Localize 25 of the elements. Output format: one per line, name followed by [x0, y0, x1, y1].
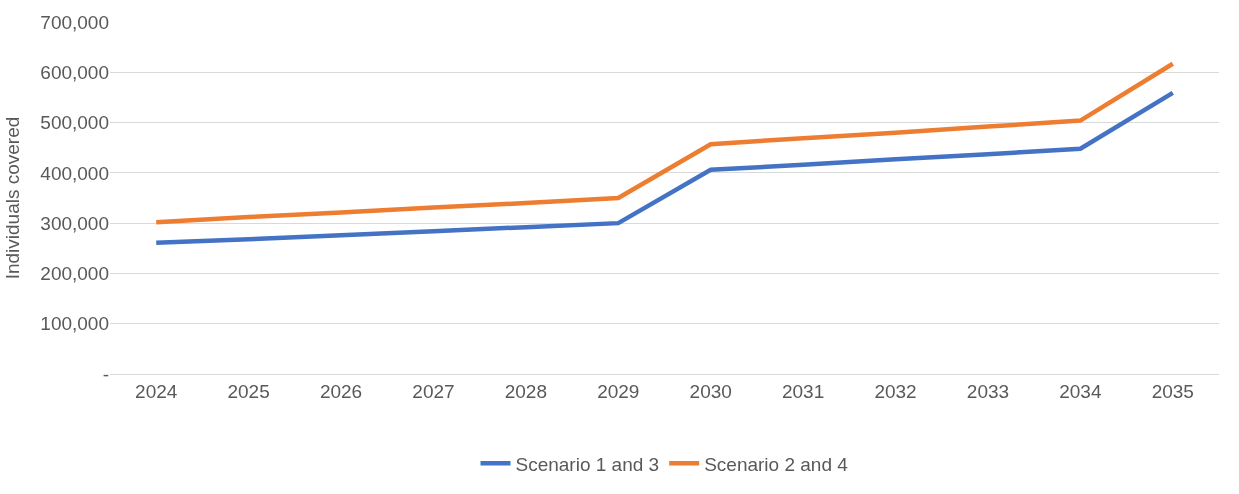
x-tick-label: 2026 — [319, 380, 363, 402]
legend-label: Scenario 1 and 3 — [515, 453, 660, 475]
x-tick-label: 2027 — [412, 380, 455, 402]
x-tick-label: 2031 — [781, 380, 825, 402]
legend-label: Scenario 2 and 4 — [704, 453, 849, 475]
line-series — [153, 61, 1176, 225]
y-tick-label: 700,000 — [40, 11, 109, 33]
y-tick-label: 400,000 — [40, 162, 109, 184]
x-tick-label: 2029 — [597, 380, 640, 402]
x-tick-label: 2035 — [1151, 380, 1194, 402]
x-tick-label: 2024 — [135, 380, 178, 402]
x-tick-label: 2033 — [966, 380, 1010, 402]
x-tick-label: 2028 — [504, 380, 548, 402]
y-tick-label: - — [102, 363, 109, 385]
x-tick-label: 2032 — [874, 380, 917, 402]
line-series — [153, 90, 1176, 245]
y-tick-label: 300,000 — [40, 212, 109, 234]
y-tick-label: 200,000 — [40, 263, 109, 285]
y-tick-label: 500,000 — [40, 112, 109, 134]
y-axis-title: Individuals covered — [2, 116, 24, 280]
x-tick-label: 2025 — [227, 380, 270, 402]
y-tick-label: 600,000 — [40, 61, 109, 83]
x-tick-label: 2030 — [689, 380, 732, 402]
x-tick-label: 2034 — [1059, 380, 1102, 402]
y-tick-label: 100,000 — [40, 313, 109, 335]
